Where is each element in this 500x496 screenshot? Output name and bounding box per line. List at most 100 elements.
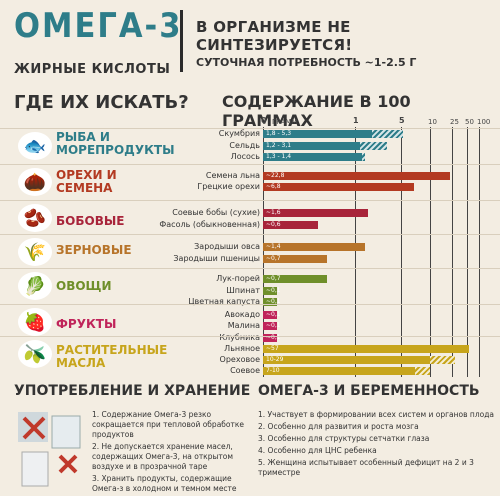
- category-label: ОВОЩИ: [56, 279, 112, 293]
- storage-icon: [18, 412, 81, 487]
- item-name: Зародыши овса: [194, 242, 260, 251]
- axis-tick-label: 0: [261, 116, 267, 125]
- chart-bar: 1,2 - 3,1: [263, 142, 361, 150]
- axis-tick-label: ГРАММ: [272, 118, 298, 126]
- category-label: ОРЕХИ И СЕМЕНА: [56, 168, 117, 195]
- pregnancy-item: 3. Особенно для структуры сетчатки глаза: [258, 434, 430, 443]
- bar-value-label: 1,2 - 3,1: [266, 142, 292, 149]
- bar-value-label: ~0,1: [266, 287, 281, 294]
- bar-value-label: ~0,7: [266, 255, 281, 262]
- chart-bar: ~0,1: [263, 334, 281, 342]
- bar-value-label: ~0,1: [266, 322, 281, 329]
- chart-bar: ~0,1: [263, 322, 281, 330]
- fish-icon: 🐟: [18, 132, 52, 160]
- chart-bar: ~0,6: [263, 221, 319, 229]
- gridline: [452, 127, 453, 377]
- bar-value-label: ~57: [266, 345, 279, 352]
- item-name: Скумбрия: [218, 129, 260, 138]
- axis-tick-label: 25: [450, 118, 459, 126]
- item-name: Ореховое: [219, 355, 260, 364]
- oil-icon: 🫒: [18, 340, 52, 368]
- bar-value-label: ~0,1: [266, 298, 281, 305]
- bar-value-label: ~1,6: [266, 209, 281, 216]
- bar-value-label: 1,3 - 1,4: [266, 153, 292, 160]
- gridline: [355, 127, 356, 377]
- gridline: [467, 127, 468, 377]
- chart-bar: ~0,1: [263, 311, 281, 319]
- gridline: [430, 127, 431, 377]
- item-name: Клубника: [219, 333, 260, 342]
- pregnancy-item: 4. Особенно для ЦНС ребенка: [258, 446, 377, 455]
- item-name: Фасоль (обыкновенная): [159, 220, 260, 229]
- daily-need: СУТОЧНАЯ ПОТРЕБНОСТЬ ~1-2.5 Г: [196, 56, 417, 69]
- item-name: Соевые бобы (сухие): [172, 208, 260, 217]
- item-name: Зародыши пшеницы: [173, 254, 260, 263]
- usage-list: 1. Содержание Омега-3 резко сокращается …: [92, 410, 252, 496]
- usage-item: 1. Содержание Омега-3 резко сокращается …: [92, 410, 245, 439]
- category-label: БОБОВЫЕ: [56, 214, 125, 228]
- chart-bar: ~0,1: [263, 298, 281, 306]
- chart-bar: 10-29: [263, 356, 430, 364]
- pregnancy-item: 2. Особенно для развития и роста мозга: [258, 422, 419, 431]
- bar-value-label: ~1,4: [266, 243, 281, 250]
- gridline: [479, 127, 480, 377]
- chart-bar-range: [430, 356, 456, 364]
- item-name: Малина: [227, 321, 260, 330]
- axis-tick-label: 5: [399, 116, 405, 125]
- chart-bar: ~57: [263, 345, 470, 353]
- item-name: Лук-порей: [216, 274, 260, 283]
- bar-value-label: 10-29: [266, 356, 284, 363]
- category-divider: [0, 336, 500, 337]
- page-title: ОМЕГА-3: [14, 6, 183, 46]
- category-divider: [0, 304, 500, 305]
- item-name: Шпинат: [226, 286, 260, 295]
- chart-bar: ~0,7: [263, 255, 328, 263]
- where-heading: ГДЕ ИХ ИСКАТЬ?: [14, 92, 189, 113]
- chart-bar: 1,8 - 5,3: [263, 130, 372, 138]
- chart-bar: ~1,4: [263, 243, 365, 251]
- chart-bar: 7-10: [263, 367, 416, 375]
- item-name: Сельдь: [229, 141, 260, 150]
- category-divider: [0, 164, 500, 165]
- chart-bar: ~1,6: [263, 209, 369, 217]
- header-divider: [180, 10, 183, 72]
- pregnancy-item: 1. Участвует в формировании всех систем …: [258, 410, 494, 419]
- axis-tick-label: 50: [465, 118, 474, 126]
- bar-value-label: ~0,1: [266, 311, 281, 318]
- beans-icon: 🫘: [18, 204, 52, 232]
- storage-illustration: [16, 408, 84, 488]
- chart-bar: ~22,8: [263, 172, 450, 180]
- category-label: РЫБА И МОРЕПРОДУКТЫ: [56, 130, 175, 157]
- bar-value-label: ~0,1: [266, 334, 281, 341]
- bar-value-label: ~6,8: [266, 183, 281, 190]
- chart-bar: 1,3 - 1,4: [263, 153, 363, 161]
- category-label: РАСТИТЕЛЬНЫЕ МАСЛА: [56, 343, 168, 370]
- axis-tick-label: 10: [428, 118, 437, 126]
- bar-value-label: 7-10: [266, 367, 280, 374]
- gridline: [401, 127, 402, 377]
- pregnancy-heading: ОМЕГА-3 И БЕРЕМЕННОСТЬ: [258, 383, 480, 399]
- bar-value-label: 1,8 - 5,3: [266, 130, 292, 137]
- pregnancy-list: 1. Участвует в формировании всех систем …: [258, 410, 494, 480]
- pregnancy-item: 5. Женщина испытывает особенный дефицит …: [258, 458, 474, 477]
- vegetables-icon: 🥬: [18, 272, 52, 300]
- item-name: Соевое: [230, 366, 260, 375]
- chart-bar-range: [362, 153, 365, 161]
- chart-bar-range: [415, 367, 430, 375]
- axis-tick-label: 100: [477, 118, 491, 126]
- bar-value-label: ~0,6: [266, 221, 281, 228]
- item-name: Семена льна: [205, 171, 260, 180]
- fruits-icon: 🍓: [18, 308, 52, 336]
- nuts-icon: 🌰: [18, 168, 52, 196]
- chart-bar: ~0,1: [263, 287, 281, 295]
- category-label: ФРУКТЫ: [56, 317, 117, 331]
- item-name: Грецкие орехи: [197, 182, 260, 191]
- usage-heading: УПОТРЕБЛЕНИЕ И ХРАНЕНИЕ: [14, 383, 251, 399]
- grain-icon: 🌾: [18, 238, 52, 266]
- synthesis-statement: В ОРГАНИЗМЕ НЕ СИНТЕЗИРУЕТСЯ!: [196, 18, 353, 54]
- bar-value-label: ~0,7: [266, 275, 281, 282]
- chart-bar-range: [371, 130, 404, 138]
- category-label: ЗЕРНОВЫЕ: [56, 243, 132, 257]
- category-divider: [0, 234, 500, 235]
- axis-tick-label: 1: [353, 116, 359, 125]
